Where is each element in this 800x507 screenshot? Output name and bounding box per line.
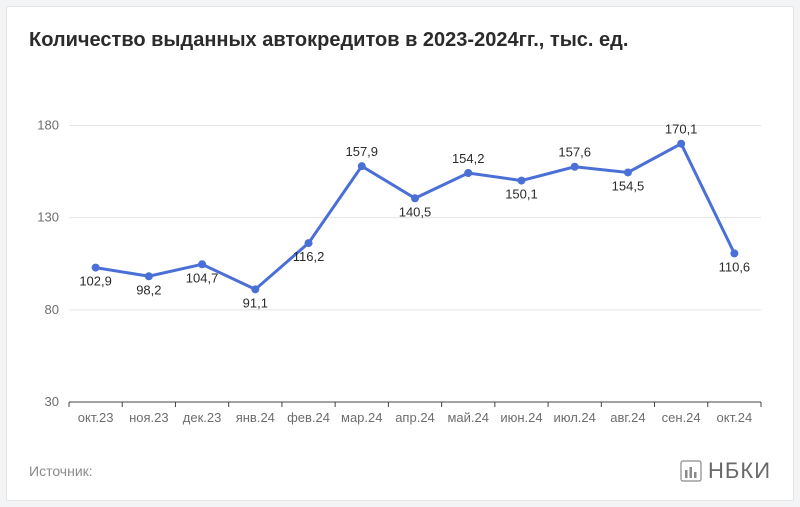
svg-text:150,1: 150,1 [505,187,538,202]
svg-text:окт.23: окт.23 [78,410,114,425]
svg-text:30: 30 [45,394,59,409]
svg-text:180: 180 [37,117,59,132]
svg-text:дек.23: дек.23 [183,410,222,425]
svg-text:104,7: 104,7 [186,270,219,285]
svg-text:102,9: 102,9 [79,274,112,289]
chart-title: Количество выданных автокредитов в 2023-… [29,29,628,52]
brand-logo: НБКИ [680,458,771,484]
svg-text:154,2: 154,2 [452,151,485,166]
line-chart-svg: 30 80 130 180 окт.23 ноя.23 дек.23 янв.24 фев.24… [29,97,771,430]
logo-text: НБКИ [708,458,771,484]
svg-text:140,5: 140,5 [399,204,432,219]
chart-area: 30 80 130 180 окт.23 ноя.23 дек.23 янв.24 фев.24… [29,97,771,430]
svg-text:июн.24: июн.24 [500,410,542,425]
svg-text:157,9: 157,9 [345,144,378,159]
svg-text:154,5: 154,5 [612,178,645,193]
svg-text:апр.24: апр.24 [395,410,435,425]
svg-text:авг.24: авг.24 [610,410,645,425]
svg-text:91,1: 91,1 [243,295,268,310]
source-label: Источник: [29,463,93,479]
svg-text:98,2: 98,2 [136,282,161,297]
chart-card: Количество выданных автокредитов в 2023-… [6,6,794,501]
svg-text:янв.24: янв.24 [236,410,275,425]
svg-text:80: 80 [45,302,59,317]
logo-icon [680,460,702,482]
footer: Источник: НБКИ [29,458,771,484]
svg-text:ноя.23: ноя.23 [129,410,169,425]
svg-text:июл.24: июл.24 [553,410,595,425]
svg-text:окт.24: окт.24 [717,410,753,425]
svg-text:май.24: май.24 [447,410,489,425]
svg-text:170,1: 170,1 [665,122,698,137]
svg-text:110,6: 110,6 [719,259,751,274]
svg-text:фев.24: фев.24 [287,410,330,425]
svg-text:сен.24: сен.24 [662,410,701,425]
svg-text:157,6: 157,6 [558,145,591,160]
svg-text:116,2: 116,2 [293,249,325,264]
svg-text:130: 130 [37,210,59,225]
svg-text:мар.24: мар.24 [341,410,382,425]
